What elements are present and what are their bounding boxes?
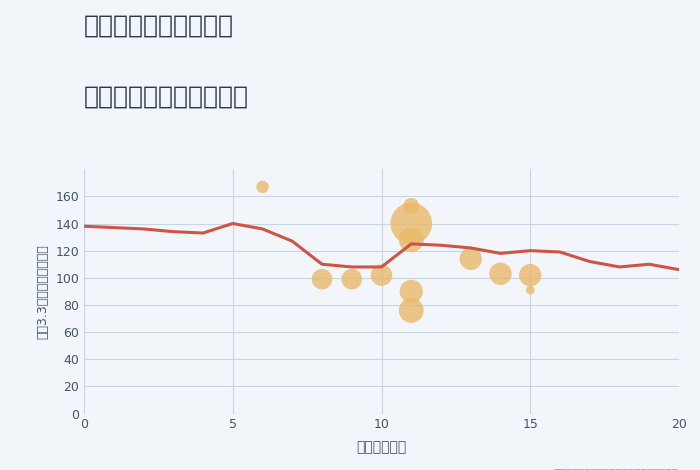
Point (495, 270, 506, 277)
Text: 駅距離別中古戸建て価格: 駅距離別中古戸建て価格 (84, 85, 249, 109)
Point (406, 236, 417, 243)
Point (525, 286, 536, 294)
Point (257, 183, 268, 191)
X-axis label: 駅距離（分）: 駅距離（分） (356, 440, 407, 454)
Point (406, 220, 417, 227)
Text: 兵庫県西宮市石在町の: 兵庫県西宮市石在町の (84, 14, 234, 38)
Y-axis label: 坪（3.3㎡）単価（万円）: 坪（3.3㎡）単価（万円） (36, 244, 50, 339)
Point (316, 275, 328, 283)
Point (376, 271, 387, 279)
Point (525, 271, 536, 279)
Point (406, 306, 417, 314)
Text: 円の大きさは、取引のあった物件面積を示す: 円の大きさは、取引のあった物件面積を示す (554, 467, 679, 470)
Point (346, 275, 357, 283)
Point (465, 255, 476, 263)
Point (406, 288, 417, 295)
Point (406, 202, 417, 210)
